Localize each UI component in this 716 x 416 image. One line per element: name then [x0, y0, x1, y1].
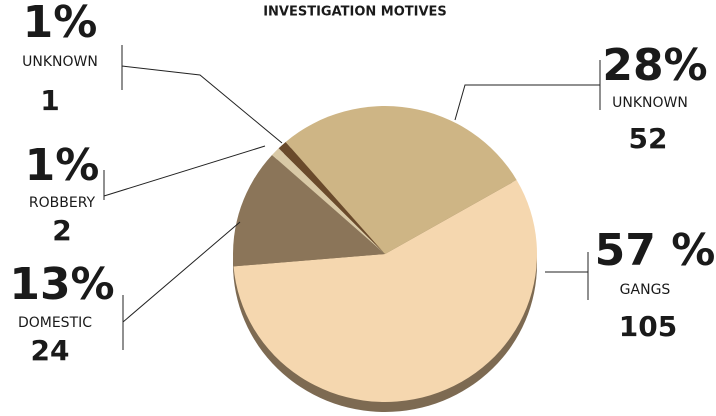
chart-title: INVESTIGATION MOTIVES [263, 5, 447, 20]
value-label: 57 % [595, 225, 716, 276]
labels: 57 % GANGS 105 13% DOMESTIC 24 1% ROBBERY 2 1% UNK… [9, 0, 715, 367]
pie [233, 105, 537, 402]
category-label: DOMESTIC [18, 315, 92, 331]
category-label: UNKNOWN [22, 54, 98, 70]
count-label: 2 [52, 214, 71, 247]
count-label: 105 [619, 310, 677, 343]
count-label: 52 [629, 122, 668, 155]
leader-line [122, 221, 241, 350]
leader-line [454, 60, 601, 121]
value-label: 13% [9, 259, 114, 310]
value-label: 28% [602, 40, 707, 91]
leader-line [121, 45, 283, 144]
pie-slice [278, 141, 385, 254]
pie-slice [285, 105, 517, 255]
leader-line [103, 145, 266, 200]
leader-line [545, 252, 589, 300]
count-label: 24 [31, 334, 70, 367]
pie-slice [233, 180, 537, 402]
category-label: ROBBERY [29, 195, 96, 211]
pie-slice [233, 154, 385, 267]
category-label: UNKNOWN [612, 95, 688, 111]
value-label: 1% [23, 0, 98, 48]
count-label: 1 [40, 84, 59, 117]
category-label: GANGS [620, 282, 671, 298]
value-label: 1% [25, 140, 100, 191]
pie-slice [272, 148, 385, 254]
